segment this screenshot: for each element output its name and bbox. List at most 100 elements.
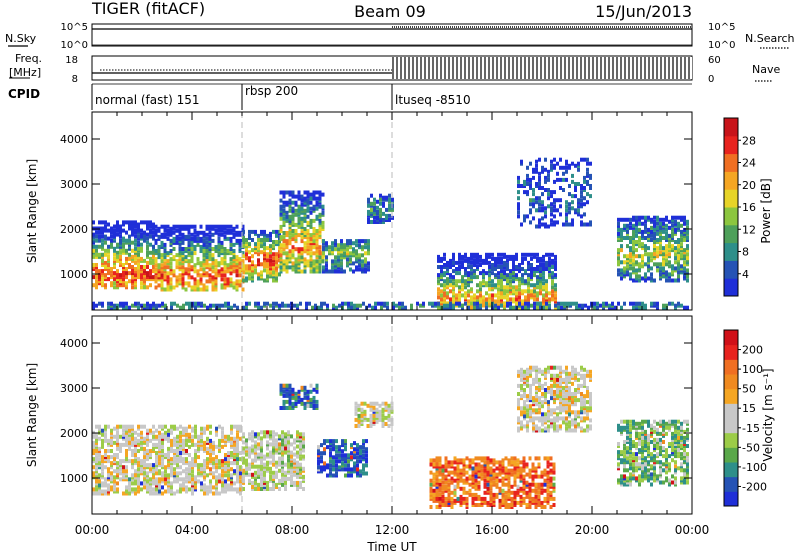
data-cell bbox=[170, 430, 173, 435]
data-cell bbox=[146, 265, 149, 269]
data-cell bbox=[101, 301, 104, 306]
data-cell bbox=[146, 479, 149, 484]
data-cell bbox=[251, 238, 254, 242]
data-cell bbox=[647, 264, 650, 269]
data-cell bbox=[303, 218, 307, 223]
data-cell bbox=[299, 480, 302, 485]
data-cell bbox=[113, 434, 116, 439]
data-cell bbox=[149, 228, 152, 233]
data-cell bbox=[149, 485, 152, 490]
data-cell bbox=[441, 476, 445, 481]
data-cell bbox=[653, 250, 656, 255]
data-cell bbox=[149, 467, 152, 472]
data-cell bbox=[113, 285, 116, 290]
data-cell bbox=[364, 241, 367, 246]
data-cell bbox=[128, 244, 131, 249]
data-cell bbox=[196, 242, 200, 247]
data-cell bbox=[506, 263, 509, 267]
data-cell bbox=[626, 225, 629, 230]
data-cell bbox=[107, 248, 110, 253]
data-cell bbox=[653, 225, 656, 230]
data-cell bbox=[350, 443, 353, 448]
data-cell bbox=[354, 417, 358, 422]
data-cell bbox=[476, 283, 479, 288]
data-cell bbox=[122, 248, 125, 253]
data-cell bbox=[155, 487, 158, 492]
data-cell bbox=[288, 190, 292, 195]
data-cell bbox=[367, 197, 370, 202]
data-cell bbox=[104, 477, 107, 482]
data-cell bbox=[282, 216, 286, 221]
data-cell bbox=[215, 303, 218, 308]
data-cell bbox=[155, 477, 158, 482]
data-cell bbox=[542, 263, 545, 267]
data-cell bbox=[140, 242, 143, 247]
nave-label: Nave bbox=[752, 63, 780, 76]
data-cell bbox=[359, 469, 362, 474]
data-cell bbox=[122, 228, 125, 233]
data-cell bbox=[329, 451, 332, 456]
data-cell bbox=[205, 285, 209, 290]
data-cell bbox=[545, 260, 548, 265]
data-cell bbox=[157, 251, 161, 256]
data-cell bbox=[92, 238, 95, 243]
data-cell bbox=[551, 252, 554, 257]
data-cell bbox=[260, 476, 263, 481]
data-cell bbox=[92, 440, 95, 445]
data-cell bbox=[202, 249, 206, 253]
data-cell bbox=[211, 253, 215, 258]
data-cell bbox=[538, 206, 541, 211]
data-cell bbox=[526, 177, 529, 182]
data-cell bbox=[230, 305, 233, 310]
data-cell bbox=[384, 415, 388, 420]
data-cell bbox=[536, 285, 539, 290]
data-cell bbox=[309, 192, 313, 197]
data-cell bbox=[113, 457, 116, 462]
data-cell bbox=[535, 200, 538, 205]
data-cell bbox=[322, 265, 325, 270]
data-cell bbox=[329, 447, 332, 452]
data-cell bbox=[158, 469, 161, 474]
data-cell bbox=[238, 230, 242, 235]
data-cell bbox=[429, 458, 433, 463]
data-cell bbox=[551, 289, 554, 294]
data-cell bbox=[279, 224, 283, 229]
data-cell bbox=[164, 469, 167, 474]
data-cell bbox=[143, 265, 146, 269]
data-cell bbox=[185, 471, 188, 476]
data-cell bbox=[110, 477, 113, 482]
data-cell bbox=[226, 249, 230, 253]
data-cell bbox=[275, 229, 278, 234]
data-cell bbox=[464, 252, 467, 257]
data-cell bbox=[547, 169, 550, 174]
data-cell bbox=[203, 483, 206, 488]
data-cell bbox=[285, 214, 289, 219]
data-cell bbox=[202, 285, 206, 290]
data-cell bbox=[653, 240, 656, 244]
data-cell bbox=[294, 257, 298, 262]
data-cell bbox=[589, 194, 592, 199]
data-cell bbox=[113, 479, 116, 484]
data-cell bbox=[346, 249, 349, 254]
data-cell bbox=[674, 266, 677, 271]
data-cell bbox=[166, 285, 170, 290]
data-cell bbox=[565, 216, 568, 221]
data-cell bbox=[568, 202, 571, 207]
data-cell bbox=[638, 254, 641, 259]
data-cell bbox=[230, 467, 233, 472]
data-cell bbox=[315, 267, 319, 272]
data-cell bbox=[209, 438, 212, 443]
data-cell bbox=[290, 434, 293, 439]
data-cell bbox=[294, 395, 298, 400]
data-cell bbox=[119, 244, 122, 249]
data-cell bbox=[158, 477, 161, 482]
data-cell bbox=[179, 455, 182, 460]
data-cell bbox=[152, 434, 155, 439]
data-cell bbox=[529, 202, 532, 207]
data-cell bbox=[568, 222, 571, 227]
data-cell bbox=[359, 473, 362, 478]
data-cell bbox=[137, 246, 140, 251]
data-cell bbox=[251, 266, 254, 271]
data-cell bbox=[398, 301, 401, 306]
data-cell bbox=[491, 271, 494, 276]
